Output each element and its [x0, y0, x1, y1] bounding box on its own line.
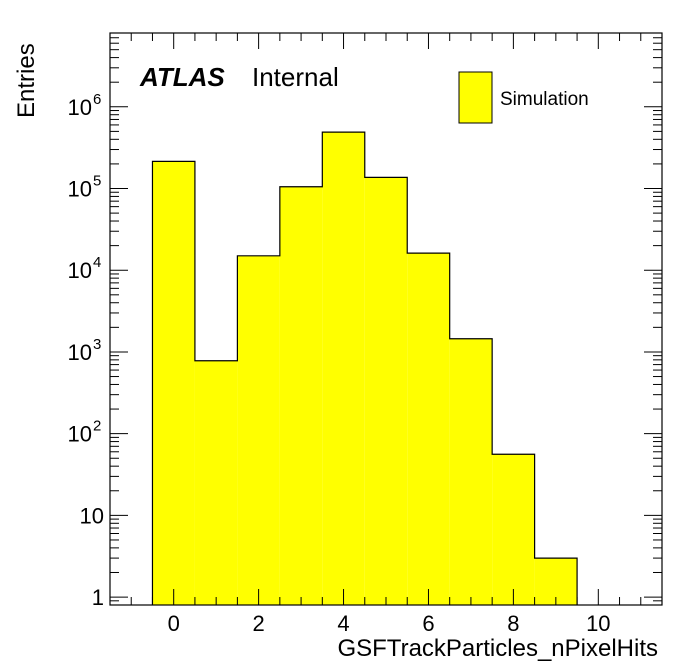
x-tick-label: 10 — [586, 611, 610, 636]
histogram-bar — [407, 253, 450, 605]
x-tick-label: 0 — [168, 611, 180, 636]
y-tick-label: 1 — [92, 585, 104, 610]
histogram-bar — [152, 161, 195, 605]
x-tick-label: 2 — [252, 611, 264, 636]
y-tick-exponent: 2 — [93, 418, 101, 435]
histogram-bar — [364, 177, 408, 605]
x-axis-ticks — [109, 33, 663, 605]
histogram-bar — [449, 338, 493, 605]
y-tick-label: 10 — [68, 258, 92, 283]
y-tick-label: 10 — [68, 340, 92, 365]
y-axis-ticks — [110, 32, 662, 606]
histogram-bar — [279, 186, 323, 605]
histogram-bar — [237, 255, 280, 605]
y-tick-label: 10 — [68, 177, 92, 202]
y-tick-exponent: 3 — [93, 336, 101, 353]
x-tick-labels: 0 2 4 6 8 10 — [168, 611, 611, 636]
x-tick-label: 6 — [422, 611, 434, 636]
y-tick-label: 10 — [68, 422, 92, 447]
y-tick-exponent: 4 — [93, 254, 101, 271]
y-tick-label: 10 — [80, 503, 104, 528]
histogram-bar — [194, 360, 238, 605]
histogram-bars — [151, 131, 578, 605]
x-tick-label: 4 — [337, 611, 349, 636]
histogram-bar — [322, 132, 365, 605]
legend: Simulation — [458, 71, 589, 124]
y-tick-exponent: 6 — [93, 91, 101, 108]
legend-swatch — [458, 71, 493, 124]
x-tick-label: 8 — [507, 611, 519, 636]
legend-label: Simulation — [500, 89, 589, 110]
y-tick-exponent: 5 — [93, 173, 101, 190]
histogram-bar — [492, 454, 535, 605]
y-axis-title: Entries — [13, 43, 40, 118]
histogram-outline — [151, 131, 578, 605]
x-axis-title: GSFTrackParticles_nPixelHits — [337, 635, 658, 662]
internal-label: Internal — [252, 62, 339, 92]
y-tick-label: 10 — [68, 95, 92, 120]
atlas-label: ATLAS — [139, 62, 225, 92]
